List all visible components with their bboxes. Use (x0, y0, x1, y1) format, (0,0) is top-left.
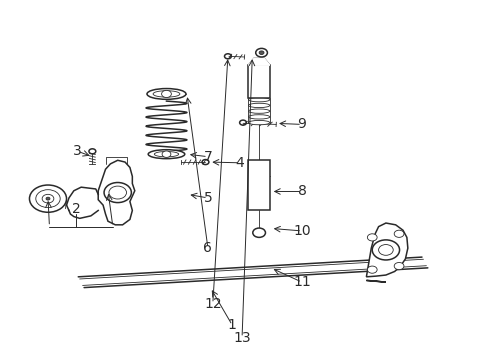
Polygon shape (98, 160, 135, 225)
FancyBboxPatch shape (248, 65, 269, 98)
Text: 1: 1 (227, 318, 236, 332)
Text: 3: 3 (73, 144, 82, 158)
Polygon shape (366, 280, 385, 282)
Text: 6: 6 (203, 241, 212, 255)
Text: 4: 4 (235, 156, 244, 170)
Circle shape (255, 48, 267, 57)
Ellipse shape (248, 98, 269, 102)
Text: 10: 10 (293, 224, 310, 238)
Text: 11: 11 (293, 275, 310, 289)
Polygon shape (366, 223, 407, 277)
Circle shape (252, 228, 265, 237)
Circle shape (161, 90, 171, 98)
Text: 12: 12 (203, 297, 221, 311)
Text: 8: 8 (297, 184, 306, 198)
Polygon shape (248, 58, 269, 65)
Text: 9: 9 (297, 117, 306, 131)
Circle shape (29, 185, 66, 212)
Circle shape (104, 183, 131, 203)
Text: 5: 5 (203, 191, 212, 205)
Ellipse shape (154, 152, 178, 157)
Text: 13: 13 (233, 331, 250, 345)
Circle shape (366, 234, 376, 241)
Circle shape (378, 244, 392, 255)
Ellipse shape (248, 121, 269, 125)
Text: 2: 2 (72, 202, 81, 216)
Text: 7: 7 (203, 150, 212, 164)
Ellipse shape (147, 89, 185, 99)
Ellipse shape (248, 103, 269, 108)
Circle shape (371, 240, 399, 260)
Ellipse shape (148, 150, 184, 159)
Circle shape (109, 186, 126, 199)
Circle shape (36, 190, 60, 208)
Circle shape (259, 51, 264, 54)
Ellipse shape (248, 115, 269, 119)
Circle shape (393, 230, 403, 237)
Circle shape (42, 194, 54, 203)
FancyBboxPatch shape (248, 160, 269, 211)
Ellipse shape (153, 91, 180, 97)
Circle shape (393, 262, 403, 270)
Circle shape (162, 151, 170, 157)
Circle shape (46, 197, 50, 200)
Circle shape (366, 266, 376, 273)
Ellipse shape (248, 109, 269, 113)
